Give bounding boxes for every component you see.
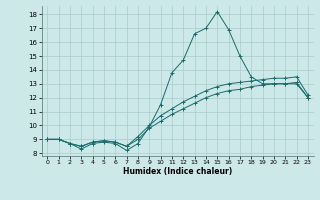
X-axis label: Humidex (Indice chaleur): Humidex (Indice chaleur) — [123, 167, 232, 176]
